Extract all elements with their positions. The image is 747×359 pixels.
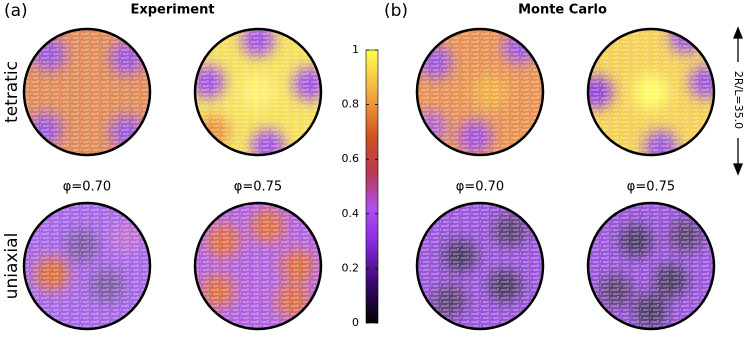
panel-label: (b)	[384, 1, 408, 21]
texture	[195, 29, 321, 155]
disc-rim	[193, 201, 323, 331]
texture	[588, 29, 714, 155]
discs	[22, 27, 716, 331]
disc	[417, 203, 543, 329]
disc-rim	[415, 201, 545, 331]
disc	[195, 203, 321, 329]
row-label: uniaxial	[2, 233, 22, 300]
colorbar-tick-label: 0.2	[342, 261, 360, 274]
texture	[195, 203, 321, 329]
disc	[588, 29, 714, 155]
disc-rim	[415, 27, 545, 157]
texture	[24, 203, 150, 329]
disc-rim	[22, 27, 152, 157]
disc	[588, 203, 714, 329]
colorbar-tick-label: 0.4	[342, 207, 360, 220]
texture	[417, 203, 543, 329]
colorbar-tick-label: 0.6	[342, 152, 360, 165]
texture	[588, 203, 714, 329]
disc	[24, 29, 150, 155]
disc	[24, 203, 150, 329]
colorbar-tick-label: 0	[352, 316, 359, 329]
disc-rim	[193, 27, 323, 157]
phi-label: φ=0.70	[63, 180, 111, 195]
row-label: tetratic	[2, 61, 22, 123]
colorbar-tick-label: 0.8	[342, 98, 360, 111]
disc	[195, 29, 321, 155]
panel-title: Experiment	[130, 3, 214, 18]
phi-label: φ=0.70	[456, 180, 504, 195]
panel-title: Monte Carlo	[518, 3, 607, 18]
side-label: 2R/L=35.0	[732, 71, 745, 129]
disc-rim	[22, 201, 152, 331]
texture	[24, 29, 150, 155]
phi-label: φ=0.75	[627, 180, 675, 195]
panel-label: (a)	[4, 1, 28, 21]
colorbar-tick-label: 1	[352, 43, 359, 56]
side-arrow	[733, 26, 743, 176]
colorbar	[365, 49, 379, 324]
texture	[417, 29, 543, 155]
phi-label: φ=0.75	[234, 180, 282, 195]
disc-rim	[586, 201, 716, 331]
disc-rim	[586, 27, 716, 157]
disc	[417, 29, 543, 155]
